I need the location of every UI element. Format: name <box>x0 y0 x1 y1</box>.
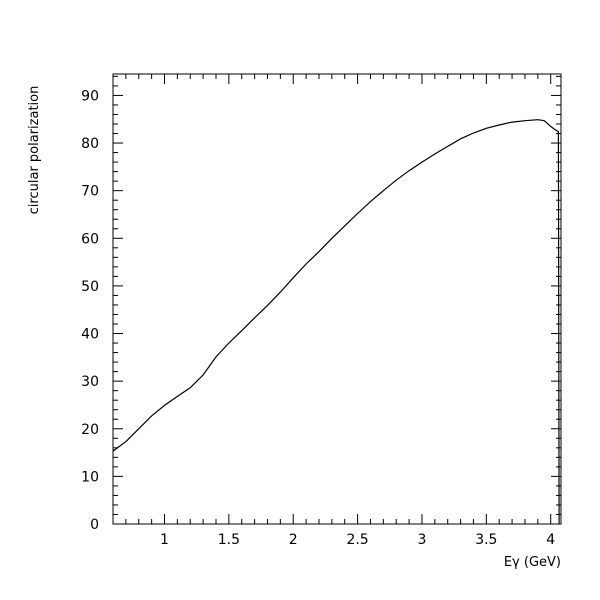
y-tick-label: 30 <box>81 374 99 390</box>
series-line <box>112 119 560 525</box>
x-axis-ticks <box>112 74 552 524</box>
y-tick-label: 0 <box>90 517 99 533</box>
y-axis-label: circular polarization <box>27 86 42 215</box>
x-tick-label: 4 <box>546 532 555 548</box>
y-tick-label: 70 <box>81 184 99 200</box>
y-tick-label: 10 <box>81 469 99 485</box>
x-tick-label: 3 <box>418 532 427 548</box>
y-tick-label: 60 <box>81 231 99 247</box>
x-tick-label: 1 <box>160 532 169 548</box>
x-axis-label: Eγ (GeV) <box>504 555 561 570</box>
x-tick-label: 3.5 <box>475 532 497 548</box>
x-tick-label: 2 <box>289 532 298 548</box>
y-tick-label: 40 <box>81 327 99 343</box>
y-tick-label: 50 <box>81 279 99 295</box>
x-tick-label: 2.5 <box>346 532 368 548</box>
y-tick-label: 20 <box>81 422 99 438</box>
plot-frame <box>112 73 562 525</box>
x-tick-label: 1.5 <box>218 532 240 548</box>
y-tick-label: 80 <box>81 136 99 152</box>
y-tick-label: 90 <box>81 88 99 104</box>
y-axis-ticks <box>113 75 561 525</box>
